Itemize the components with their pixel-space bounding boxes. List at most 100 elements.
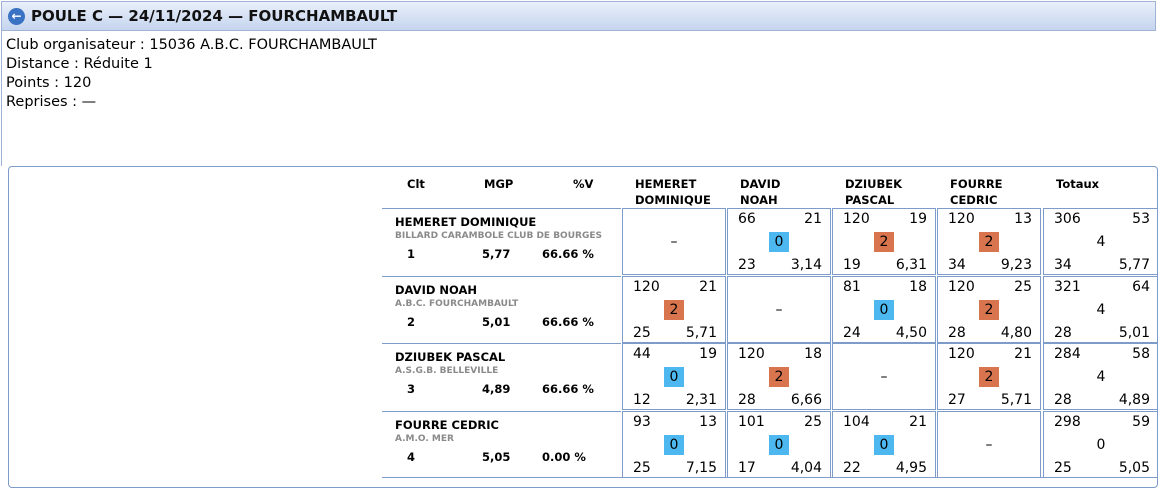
match-average: 3,14 — [790, 257, 822, 273]
match-innings: 21 — [1014, 346, 1032, 362]
match-cell: – — [832, 343, 936, 410]
match-cell: – — [622, 208, 726, 275]
empty-cell-dash: – — [985, 436, 993, 453]
empty-cell-dash: – — [670, 233, 678, 250]
header-player-1-line2: DOMINIQUE — [635, 193, 711, 207]
total-points: 306 — [1054, 211, 1081, 227]
totals-cell: 321 64 4 28 5,01 — [1043, 276, 1158, 343]
match-cell: – — [937, 411, 1041, 478]
match-cell: 66 21 0 23 3,14 — [727, 208, 831, 275]
total-score: 4 — [1096, 368, 1106, 385]
match-average: 6,66 — [790, 392, 822, 408]
total-average: 5,77 — [1118, 257, 1150, 273]
match-points: 104 — [843, 414, 870, 430]
player-row-info: HEMERET DOMINIQUE BILLARD CARAMBOLE CLUB … — [382, 208, 621, 275]
totals-cell: 306 53 4 34 5,77 — [1043, 208, 1158, 275]
match-score-badge: 2 — [979, 366, 999, 387]
match-cell: 44 19 0 12 2,31 — [622, 343, 726, 410]
total-score: 4 — [1096, 233, 1106, 250]
match-innings: 13 — [699, 414, 717, 430]
total-high-run: 34 — [1054, 257, 1072, 273]
player-rank: 2 — [407, 315, 416, 329]
match-score-badge: 0 — [874, 434, 894, 455]
player-rank: 4 — [407, 450, 416, 464]
match-score-badge: 2 — [769, 366, 789, 387]
club-organisateur: Club organisateur : 15036 A.B.C. FOURCHA… — [6, 37, 377, 53]
arrow-left-icon[interactable]: ← — [8, 7, 25, 25]
match-innings: 21 — [804, 211, 822, 227]
match-average: 7,15 — [685, 460, 717, 476]
player-win-pct: 66.66 % — [542, 382, 594, 396]
match-points: 93 — [633, 414, 651, 430]
match-average: 5,71 — [1000, 392, 1032, 408]
header-player-1-line1: HEMERET — [635, 177, 697, 191]
total-average: 5,05 — [1118, 460, 1150, 476]
match-score-badge: 0 — [874, 299, 894, 320]
match-innings: 25 — [804, 414, 822, 430]
match-cell: 120 13 2 34 9,23 — [937, 208, 1041, 275]
totals-cell: 298 59 0 25 5,05 — [1043, 411, 1158, 478]
match-high-run: 19 — [843, 257, 861, 273]
match-points: 120 — [948, 279, 975, 295]
match-score-badge: 0 — [664, 366, 684, 387]
player-win-pct: 66.66 % — [542, 315, 594, 329]
reprises: Reprises : — — [6, 94, 97, 110]
match-high-run: 22 — [843, 460, 861, 476]
match-points: 120 — [738, 346, 765, 362]
match-cell: 120 19 2 19 6,31 — [832, 208, 936, 275]
header-player-3-line1: DZIUBEK — [845, 177, 903, 191]
match-innings: 25 — [1014, 279, 1032, 295]
header-player-4: FOURRE CEDRIC — [950, 176, 1003, 208]
distance: Distance : Réduite 1 — [6, 56, 153, 72]
player-mgp: 5,77 — [482, 247, 511, 261]
match-cell: 81 18 0 24 4,50 — [832, 276, 936, 343]
points: Points : 120 — [6, 75, 92, 91]
table-bottom-border — [382, 477, 1158, 478]
match-points: 101 — [738, 414, 765, 430]
player-row-info: FOURRE CEDRIC A.M.O. MER 4 5,05 0.00 % — [382, 411, 621, 478]
empty-cell-dash: – — [880, 368, 888, 385]
match-points: 44 — [633, 346, 651, 362]
info-block: Club organisateur : 15036 A.B.C. FOURCHA… — [6, 36, 377, 112]
match-points: 81 — [843, 279, 861, 295]
match-high-run: 28 — [948, 325, 966, 341]
player-row-info: DAVID NOAH A.B.C. FOURCHAMBAULT 2 5,01 66.66… — [382, 276, 621, 343]
match-score-badge: 2 — [979, 231, 999, 252]
match-high-run: 24 — [843, 325, 861, 341]
match-innings: 18 — [804, 346, 822, 362]
player-mgp: 5,01 — [482, 315, 511, 329]
total-innings: 59 — [1132, 414, 1150, 430]
match-points: 120 — [948, 211, 975, 227]
match-average: 4,50 — [895, 325, 927, 341]
match-high-run: 25 — [633, 460, 651, 476]
match-points: 120 — [843, 211, 870, 227]
player-row-info: DZIUBEK PASCAL A.S.G.B. BELLEVILLE 3 4,89 66… — [382, 343, 621, 410]
match-score-badge: 2 — [874, 231, 894, 252]
divider — [1, 31, 2, 166]
match-innings: 13 — [1014, 211, 1032, 227]
match-high-run: 12 — [633, 392, 651, 408]
total-points: 284 — [1054, 346, 1081, 362]
match-score-badge: 2 — [664, 299, 684, 320]
match-cell: 101 25 0 17 4,04 — [727, 411, 831, 478]
match-cell: 104 21 0 22 4,95 — [832, 411, 936, 478]
header-mgp: MGP — [484, 177, 514, 191]
match-score-badge: 0 — [769, 231, 789, 252]
player-win-pct: 0.00 % — [542, 450, 586, 464]
player-mgp: 4,89 — [482, 382, 511, 396]
header-totaux: Totaux — [1056, 177, 1100, 191]
header-player-2-line2: NOAH — [740, 193, 778, 207]
match-innings: 21 — [699, 279, 717, 295]
player-club: BILLARD CARAMBOLE CLUB DE BOURGES — [395, 231, 602, 241]
total-high-run: 28 — [1054, 325, 1072, 341]
player-club: A.B.C. FOURCHAMBAULT — [395, 299, 519, 309]
total-high-run: 28 — [1054, 392, 1072, 408]
match-high-run: 23 — [738, 257, 756, 273]
total-score: 0 — [1096, 436, 1106, 453]
header-player-4-line2: CEDRIC — [950, 193, 998, 207]
match-average: 4,04 — [790, 460, 822, 476]
match-cell: 120 21 2 25 5,71 — [622, 276, 726, 343]
match-points: 120 — [633, 279, 660, 295]
match-high-run: 25 — [633, 325, 651, 341]
player-club: A.S.G.B. BELLEVILLE — [395, 366, 499, 376]
